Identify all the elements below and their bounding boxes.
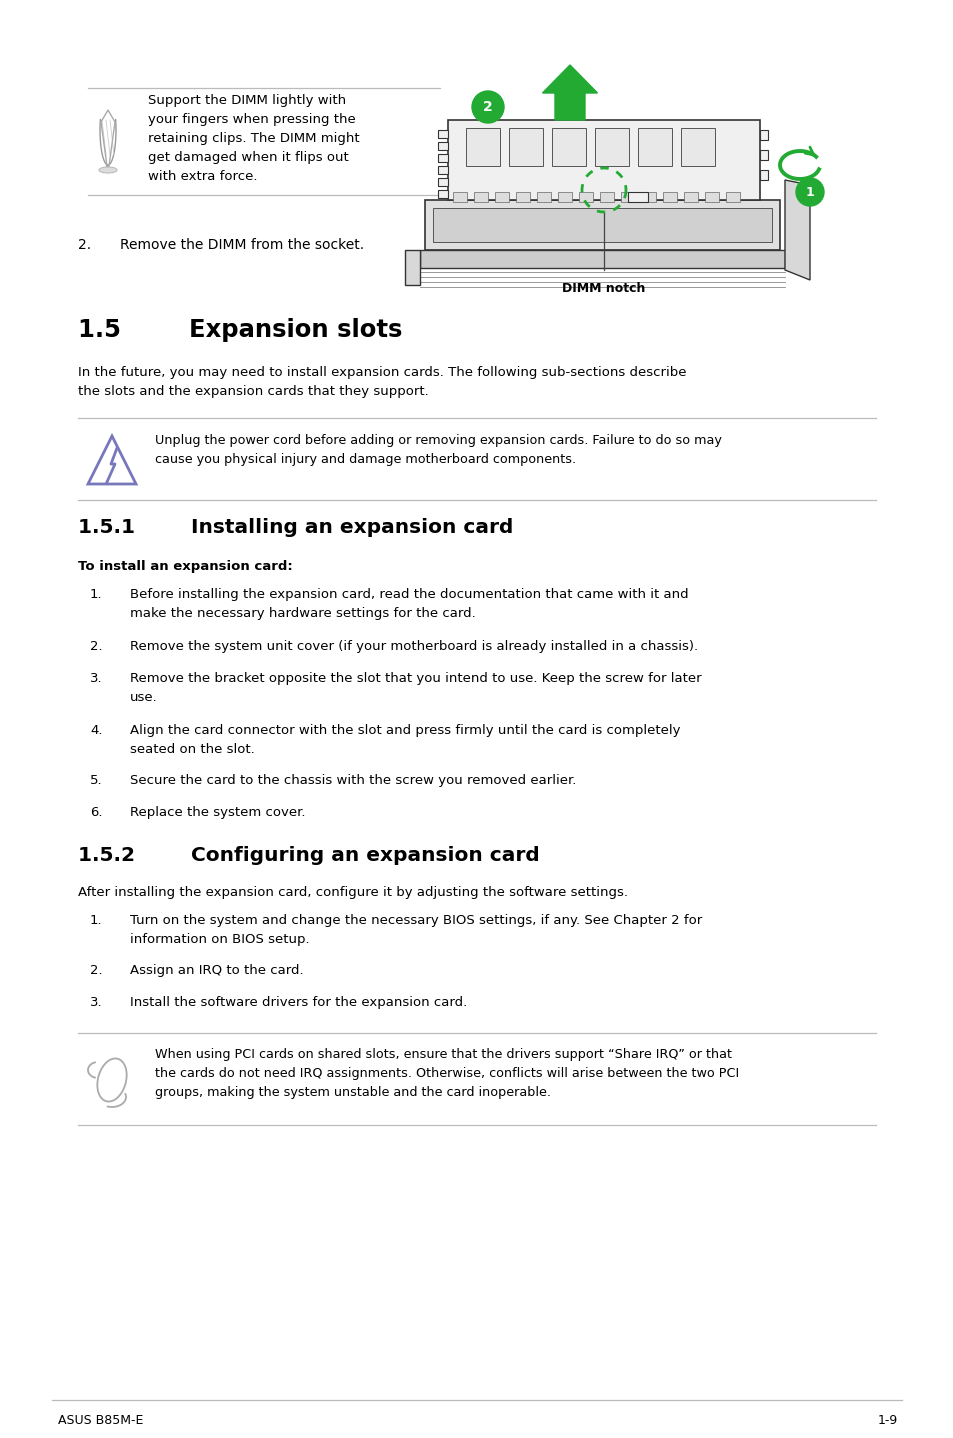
Bar (704, 193, 719, 201)
Text: To install an expansion card:: To install an expansion card: (78, 559, 293, 572)
Text: Align the card connector with the slot and press firmly until the card is comple: Align the card connector with the slot a… (130, 723, 679, 756)
Bar (662, 193, 677, 201)
Bar (537, 193, 551, 201)
Bar (437, 178, 448, 186)
Circle shape (472, 91, 503, 124)
Bar (437, 165, 448, 174)
Bar (725, 193, 740, 201)
Text: 5.: 5. (90, 774, 103, 787)
Ellipse shape (97, 1058, 127, 1102)
Text: When using PCI cards on shared slots, ensure that the drivers support “Share IRQ: When using PCI cards on shared slots, en… (154, 1048, 739, 1099)
Text: After installing the expansion card, configure it by adjusting the software sett: After installing the expansion card, con… (78, 886, 627, 899)
FancyArrow shape (542, 65, 597, 119)
Bar (595, 128, 628, 165)
Bar (474, 193, 488, 201)
Bar (405, 250, 419, 285)
Bar (448, 119, 760, 200)
Text: Remove the DIMM from the socket.: Remove the DIMM from the socket. (120, 239, 364, 252)
Text: 3.: 3. (90, 672, 103, 684)
Text: 3.: 3. (90, 997, 103, 1009)
Bar (683, 193, 698, 201)
Bar (437, 142, 448, 150)
Polygon shape (784, 180, 809, 280)
Text: 1: 1 (804, 186, 814, 198)
Text: ASUS B85M-E: ASUS B85M-E (58, 1414, 143, 1426)
Bar (465, 128, 499, 165)
Text: 6.: 6. (90, 807, 102, 820)
Text: 2.: 2. (90, 963, 103, 976)
Bar (638, 128, 671, 165)
Text: Install the software drivers for the expansion card.: Install the software drivers for the exp… (130, 997, 467, 1009)
Text: 1.: 1. (90, 588, 103, 601)
Text: 1-9: 1-9 (877, 1414, 897, 1426)
Text: Remove the system unit cover (if your motherboard is already installed in a chas: Remove the system unit cover (if your mo… (130, 640, 698, 653)
Text: DIMM notch: DIMM notch (561, 282, 645, 295)
Bar (419, 250, 784, 267)
Text: 1.5        Expansion slots: 1.5 Expansion slots (78, 318, 402, 342)
Bar (641, 193, 656, 201)
Bar (433, 209, 771, 242)
Bar (578, 193, 593, 201)
Text: Support the DIMM lightly with
your fingers when pressing the
retaining clips. Th: Support the DIMM lightly with your finge… (148, 93, 359, 183)
Text: Before installing the expansion card, read the documentation that came with it a: Before installing the expansion card, re… (130, 588, 688, 620)
Text: Unplug the power cord before adding or removing expansion cards. Failure to do s: Unplug the power cord before adding or r… (154, 434, 721, 466)
Bar (760, 129, 767, 139)
Text: Replace the system cover.: Replace the system cover. (130, 807, 305, 820)
Bar (509, 128, 542, 165)
Bar (516, 193, 530, 201)
Text: 1.: 1. (90, 915, 103, 928)
Text: Remove the bracket opposite the slot that you intend to use. Keep the screw for : Remove the bracket opposite the slot tha… (130, 672, 700, 705)
Bar (627, 193, 647, 201)
Bar (453, 193, 467, 201)
Polygon shape (88, 436, 136, 485)
Ellipse shape (99, 167, 117, 173)
Text: Turn on the system and change the necessary BIOS settings, if any. See Chapter 2: Turn on the system and change the necess… (130, 915, 701, 946)
Bar (558, 193, 572, 201)
Bar (680, 128, 714, 165)
Text: 1.5.1        Installing an expansion card: 1.5.1 Installing an expansion card (78, 518, 513, 536)
Bar (495, 193, 509, 201)
Text: 2: 2 (482, 101, 493, 114)
Bar (620, 193, 635, 201)
Bar (424, 200, 780, 250)
Bar (437, 154, 448, 162)
Text: 4.: 4. (90, 723, 102, 738)
Text: Assign an IRQ to the card.: Assign an IRQ to the card. (130, 963, 303, 976)
Text: In the future, you may need to install expansion cards. The following sub-sectio: In the future, you may need to install e… (78, 367, 686, 398)
Bar (760, 170, 767, 180)
Bar (599, 193, 614, 201)
Text: 2.: 2. (78, 239, 91, 252)
Text: Secure the card to the chassis with the screw you removed earlier.: Secure the card to the chassis with the … (130, 774, 576, 787)
Bar (437, 190, 448, 198)
Bar (552, 128, 585, 165)
Text: 2.: 2. (90, 640, 103, 653)
Bar (437, 129, 448, 138)
Text: 1.5.2        Configuring an expansion card: 1.5.2 Configuring an expansion card (78, 846, 539, 866)
Bar (760, 150, 767, 160)
Circle shape (795, 178, 823, 206)
